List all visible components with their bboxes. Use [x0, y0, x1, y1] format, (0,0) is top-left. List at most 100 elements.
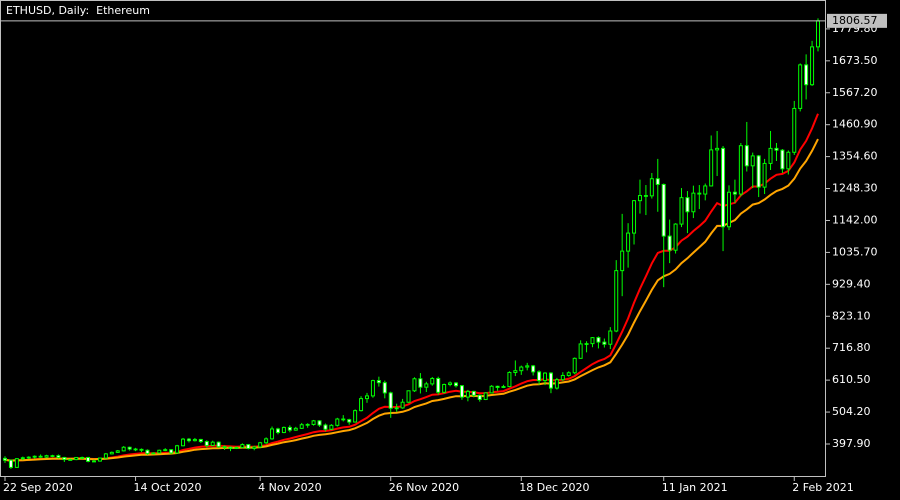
- candle-body: [210, 441, 215, 446]
- candle-body: [483, 392, 488, 401]
- candle-body: [726, 191, 731, 228]
- candle-body: [14, 458, 19, 468]
- candle-body: [228, 446, 233, 449]
- candle-body: [608, 330, 613, 345]
- candle-body: [614, 270, 619, 332]
- candle-body: [786, 151, 791, 170]
- candle-body: [531, 365, 536, 373]
- candle-body: [163, 449, 168, 451]
- candle-body: [270, 428, 275, 440]
- candle-body: [697, 192, 702, 195]
- candle-body: [56, 455, 61, 458]
- y-tick-label: 1567.20: [832, 86, 878, 99]
- moving-average: [4, 138, 819, 462]
- candle-body: [649, 178, 654, 197]
- candle-body: [709, 149, 714, 187]
- candle-body: [584, 343, 589, 345]
- candle-body: [774, 147, 779, 151]
- candle-body: [145, 449, 150, 455]
- candle-body: [376, 380, 381, 384]
- candle-body: [353, 410, 358, 423]
- candle-body: [804, 64, 809, 86]
- y-tick-label: 823.10: [832, 309, 871, 322]
- candle-body: [86, 456, 91, 462]
- candle-body: [572, 357, 577, 374]
- candle-body: [275, 428, 280, 434]
- candle-body: [92, 460, 97, 463]
- candle-body: [602, 341, 607, 345]
- candle-body: [246, 444, 251, 449]
- candle-body: [359, 398, 364, 412]
- candle-body: [382, 382, 387, 394]
- candle-body: [287, 426, 292, 431]
- candle-body: [792, 107, 797, 153]
- candle-body: [258, 442, 263, 448]
- candle-body: [311, 420, 316, 425]
- candle-body: [418, 378, 423, 388]
- candle-body: [424, 383, 429, 388]
- last-price-box: [827, 13, 887, 28]
- y-tick-label: 1035.70: [832, 245, 878, 258]
- candle-body: [412, 378, 417, 392]
- chart-title: ETHUSD, Daily: Ethereum: [6, 4, 150, 17]
- y-tick-label: 397.90: [832, 437, 871, 450]
- candle-body: [554, 379, 559, 389]
- candle-body: [679, 197, 684, 225]
- candle-body: [590, 337, 595, 345]
- candle-body: [667, 235, 672, 251]
- candle-body: [691, 192, 696, 213]
- candle-body: [738, 145, 743, 195]
- candle-body: [477, 394, 482, 401]
- candle-body: [495, 385, 500, 388]
- candle-body: [252, 446, 257, 449]
- x-tick-label: 11 Jan 2021: [662, 481, 728, 494]
- y-tick-label: 1673.50: [832, 54, 878, 67]
- candle-body: [305, 423, 310, 426]
- candle-body: [394, 407, 399, 410]
- x-tick-label: 4 Nov 2020: [258, 481, 321, 494]
- candle-body: [127, 446, 132, 450]
- candle-body: [406, 390, 411, 403]
- candle-body: [50, 455, 55, 457]
- y-tick-label: 929.40: [832, 277, 871, 290]
- candle-body: [507, 371, 512, 388]
- last-price-label: 1806.57: [832, 14, 878, 27]
- candle-body: [151, 452, 156, 455]
- candle-body: [20, 457, 25, 460]
- candle-body: [68, 459, 73, 461]
- y-tick-label: 1460.90: [832, 118, 878, 131]
- candle-body: [97, 457, 102, 462]
- candle-body: [264, 438, 269, 444]
- candle-body: [323, 424, 328, 430]
- candle-body: [471, 390, 476, 396]
- candle-body: [442, 383, 447, 393]
- candle-body: [204, 441, 209, 446]
- candle-body: [655, 178, 660, 185]
- candle-body: [566, 372, 571, 376]
- candle-body: [3, 457, 7, 461]
- x-tick-label: 2 Feb 2021: [792, 481, 853, 494]
- y-tick-label: 610.50: [832, 373, 871, 386]
- candle-body: [744, 145, 749, 167]
- candle-body: [370, 380, 375, 397]
- candle-body: [109, 451, 114, 455]
- candle-body: [465, 390, 470, 398]
- candle-body: [80, 456, 85, 459]
- candle-body: [620, 250, 625, 272]
- candle-body: [501, 386, 506, 388]
- candle-body: [317, 420, 322, 426]
- candle-body: [632, 200, 637, 234]
- candle-body: [798, 64, 803, 109]
- candle-body: [299, 424, 304, 429]
- candle-body: [181, 438, 186, 447]
- candle-body: [768, 147, 773, 164]
- moving-average: [4, 113, 819, 462]
- candle-body: [762, 162, 767, 188]
- x-tick-label: 22 Sep 2020: [3, 481, 73, 494]
- candle-body: [175, 445, 180, 454]
- candle-body: [121, 446, 126, 452]
- plot-border: [0, 0, 826, 477]
- candle-body: [44, 455, 49, 458]
- candle-body: [816, 20, 820, 48]
